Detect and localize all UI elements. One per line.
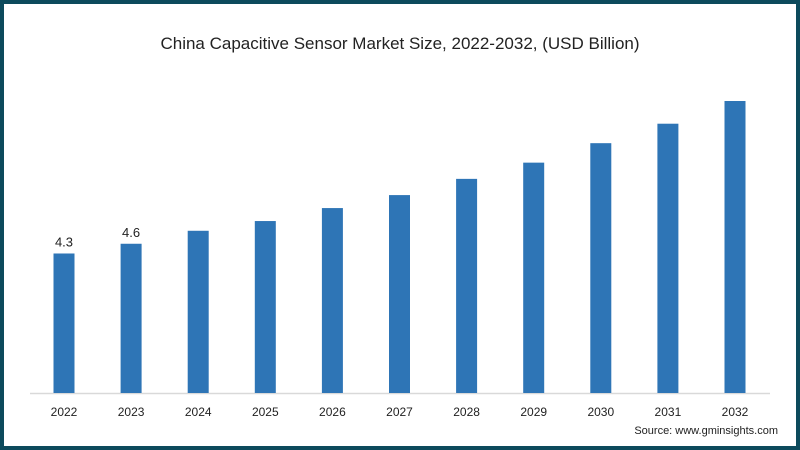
x-tick-label: 2029 <box>520 405 547 419</box>
x-tick-label: 2025 <box>252 405 279 419</box>
x-tick-label: 2031 <box>655 405 682 419</box>
bar-2030 <box>590 143 612 393</box>
bar-2023 <box>120 243 142 393</box>
x-tick-label: 2032 <box>722 405 749 419</box>
x-tick-label: 2024 <box>185 405 212 419</box>
x-tick-label: 2028 <box>453 405 480 419</box>
bar-2026 <box>321 208 343 393</box>
bar-2027 <box>389 195 410 393</box>
bar-2024 <box>187 230 209 393</box>
bar-2029 <box>523 162 545 393</box>
x-tick-label: 2030 <box>587 405 614 419</box>
x-tick-label: 2023 <box>118 405 145 419</box>
x-tick-label: 2027 <box>386 405 413 419</box>
chart-title: China Capacitive Sensor Market Size, 202… <box>160 34 640 53</box>
source-note: Source: www.gminsights.com <box>634 425 778 437</box>
data-label: 4.6 <box>122 225 140 240</box>
x-tick-label: 2026 <box>319 405 346 419</box>
x-tick-label: 2022 <box>51 405 78 419</box>
data-label: 4.3 <box>55 234 73 249</box>
bar-2028 <box>456 178 478 393</box>
bar-2032 <box>724 101 746 393</box>
bar-2022 <box>53 253 75 393</box>
bar-2031 <box>657 123 679 393</box>
bar-2025 <box>254 221 276 393</box>
